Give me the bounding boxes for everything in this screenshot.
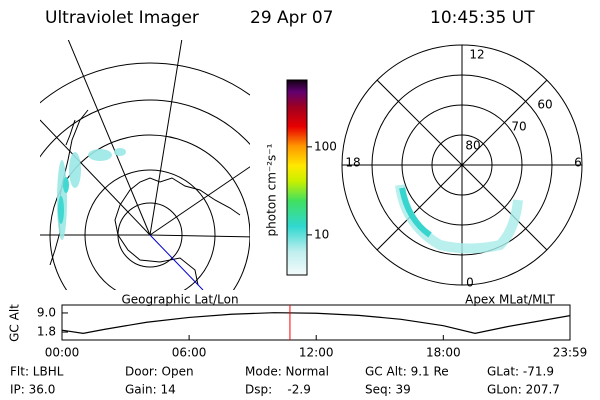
- status-field: IP: 36.0: [10, 383, 55, 397]
- mlt-label: 18: [345, 156, 360, 170]
- left-panel-label: Geographic Lat/Lon: [121, 293, 238, 307]
- status-field: Seq: 39: [365, 383, 411, 397]
- altitude-line: [61, 312, 571, 334]
- status-field: Dsp: -2.9: [245, 383, 311, 397]
- mlt-label: 0: [466, 276, 474, 290]
- status-field: GLat: -71.9: [487, 365, 554, 379]
- y-tick-label: 9.0: [37, 305, 56, 319]
- lat-label: 80: [465, 139, 480, 153]
- status-field: Flt: LBHL: [10, 365, 64, 379]
- x-tick-label: 06:00: [172, 346, 207, 360]
- x-tick-label: 18:00: [426, 346, 461, 360]
- mlt-label: 6: [574, 156, 582, 170]
- altitude-ylabel: GC Alt: [8, 304, 22, 342]
- x-tick-label: 12:00: [299, 346, 334, 360]
- geo-map: [40, 40, 250, 290]
- date: 29 Apr 07: [250, 8, 333, 28]
- status-field: GC Alt: 9.1 Re: [365, 365, 449, 379]
- lat-label: 60: [537, 98, 552, 112]
- view-line: [149, 234, 204, 290]
- x-tick-label: 00:00: [45, 346, 80, 360]
- status-field: Door: Open: [125, 365, 194, 379]
- aurora: [395, 184, 523, 254]
- lat-label: 70: [511, 120, 526, 134]
- colorbar-tick-label: 10: [314, 227, 329, 241]
- colorbar-label: photon cm⁻²s⁻¹: [265, 143, 279, 236]
- status-field: GLon: 207.7: [487, 383, 560, 397]
- colorbar: [286, 79, 308, 276]
- title: Ultraviolet Imager: [45, 8, 199, 28]
- colorbar-tick-label: 100: [314, 139, 337, 153]
- right-panel-label: Apex MLat/MLT: [465, 293, 555, 307]
- y-tick-label: 1.8: [37, 325, 56, 339]
- x-tick-label: 23:59: [553, 346, 588, 360]
- time: 10:45:35 UT: [430, 8, 535, 28]
- mlt-label: 12: [469, 48, 484, 62]
- status-field: Gain: 14: [125, 383, 176, 397]
- status-field: Mode: Normal: [245, 365, 329, 379]
